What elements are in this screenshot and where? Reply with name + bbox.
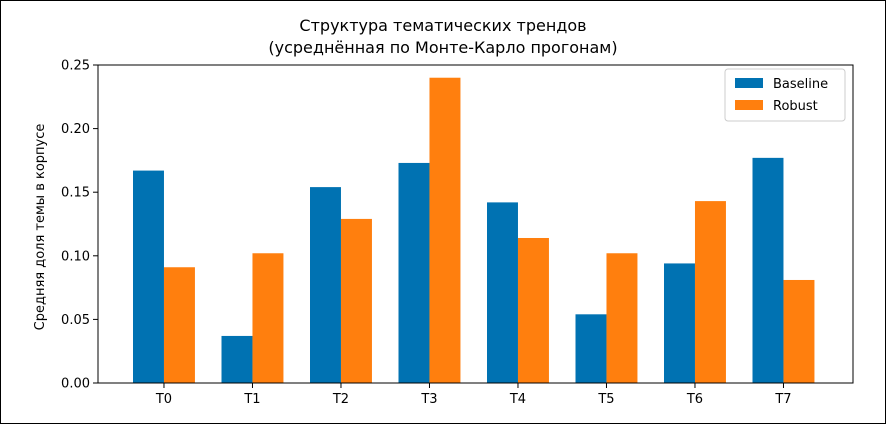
y-axis-label: Средняя доля темы в корпусе (33, 124, 48, 331)
x-tick-label: T6 (686, 392, 703, 407)
chart-title-line-2: (усреднённая по Монте-Карло прогонам) (268, 38, 617, 57)
bar-robust-t0 (163, 267, 195, 383)
x-tick-label: T1 (243, 392, 260, 407)
bar-baseline-t6 (664, 263, 695, 383)
y-axis: 0.00 0.05 0.10 0.15 0.20 0.25 (61, 59, 98, 392)
bar-baseline-t1 (221, 335, 253, 383)
bar-baseline-t0 (133, 170, 164, 383)
y-tick-label: 0.05 (61, 313, 90, 328)
bar-robust-t2 (340, 218, 372, 383)
x-tick-label: T3 (420, 392, 437, 407)
bar-baseline-t2 (310, 187, 341, 383)
y-tick-label: 0.25 (61, 59, 90, 74)
bar-baseline-t7 (752, 157, 784, 383)
y-tick-label: 0.15 (61, 186, 90, 201)
bars (133, 77, 815, 383)
x-axis: T0 T1 T2 T3 T4 T5 T6 T7 (155, 383, 792, 407)
bar-baseline-t3 (398, 162, 430, 383)
x-tick-label: T7 (774, 392, 791, 407)
legend-swatch-baseline (735, 78, 763, 88)
bar-baseline-t4 (487, 202, 518, 383)
y-tick-label: 0.10 (61, 249, 90, 264)
legend-swatch-robust (735, 100, 763, 110)
y-tick-label: 0.20 (61, 122, 90, 137)
bar-robust-t7 (783, 279, 815, 383)
bar-baseline-t5 (575, 314, 607, 383)
bar-robust-t6 (694, 201, 726, 383)
chart-title-line-1: Структура тематических трендов (299, 16, 586, 35)
legend-label-baseline: Baseline (773, 77, 828, 92)
chart-title: Структура тематических трендов (усреднён… (268, 16, 617, 57)
bar-robust-t4 (517, 237, 549, 383)
legend-label-robust: Robust (773, 99, 818, 114)
x-tick-label: T4 (509, 392, 526, 407)
bar-robust-t5 (606, 253, 638, 383)
x-tick-label: T2 (332, 392, 349, 407)
x-tick-label: T0 (155, 392, 172, 407)
bar-robust-t3 (429, 77, 461, 383)
x-tick-label: T5 (597, 392, 614, 407)
y-tick-label: 0.00 (61, 377, 90, 392)
plot-area-frame (97, 64, 854, 384)
bar-robust-t1 (252, 253, 284, 383)
legend: Baseline Robust (724, 68, 846, 122)
